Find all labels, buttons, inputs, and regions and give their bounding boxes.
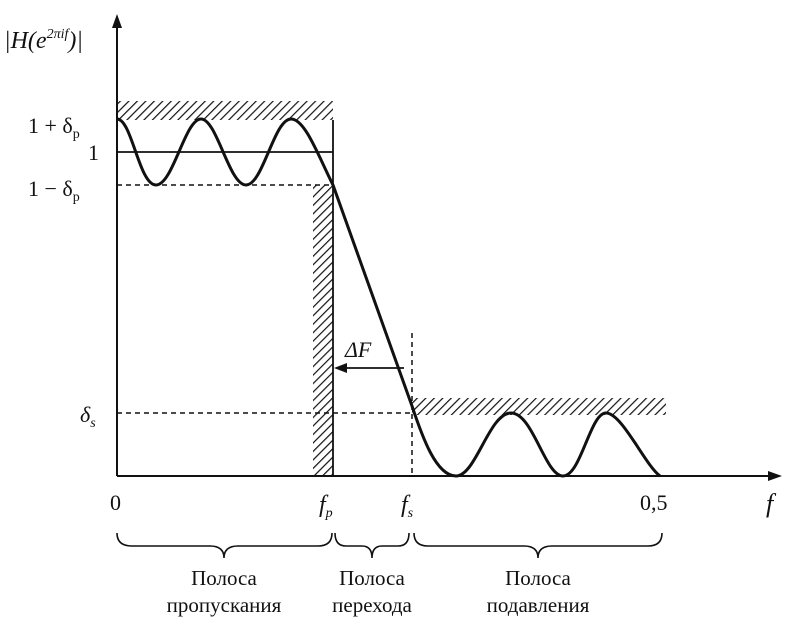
y-tick-lower: 1 − δp bbox=[28, 176, 80, 205]
y-axis-label: |H(e2πif)| bbox=[4, 27, 83, 54]
x-tick-half: 0,5 bbox=[640, 490, 668, 515]
x-tick-zero: 0 bbox=[110, 490, 121, 515]
y-axis-arrow-icon bbox=[112, 14, 122, 28]
transition-brace bbox=[334, 532, 410, 559]
stopband-label-line2: подавления bbox=[487, 593, 590, 617]
magnitude-response-curve bbox=[116, 117, 661, 478]
y-tick-stop: δs bbox=[80, 402, 96, 431]
x-axis-label: f bbox=[766, 489, 777, 518]
y-tick-upper: 1 + δp bbox=[28, 113, 80, 142]
stopband-hatch bbox=[412, 398, 666, 415]
y-tick-one: 1 bbox=[88, 140, 99, 165]
passband-brace bbox=[116, 532, 333, 559]
delta-f-label: ΔF bbox=[344, 337, 372, 362]
stopband-label-line1: Полоса bbox=[505, 566, 571, 590]
x-tick-fp: fp bbox=[319, 492, 333, 521]
passband-label-line2: пропускания bbox=[167, 593, 282, 617]
transition-label-line2: перехода bbox=[332, 593, 412, 617]
passband-edge-hatch bbox=[313, 185, 333, 475]
passband-upper-hatch bbox=[117, 101, 333, 120]
transition-label-line1: Полоса bbox=[339, 566, 405, 590]
x-axis-arrow-icon bbox=[768, 471, 782, 481]
passband-label-line1: Полоса bbox=[191, 566, 257, 590]
stopband-brace bbox=[413, 532, 663, 559]
x-tick-fs: fs bbox=[401, 492, 414, 521]
delta-f-arrow-icon bbox=[334, 363, 347, 373]
